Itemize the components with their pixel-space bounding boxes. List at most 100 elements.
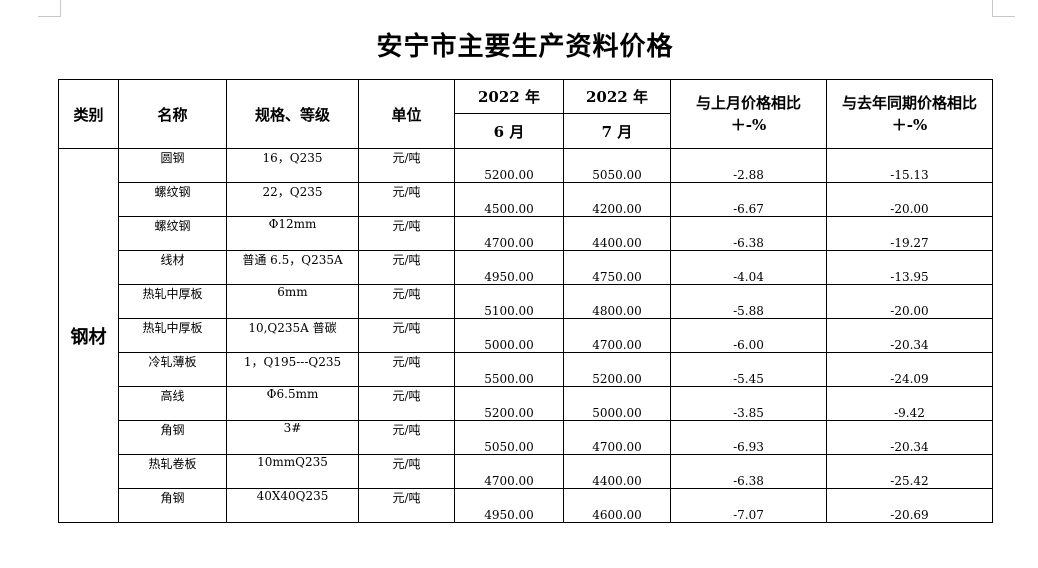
unit-cell: 元/吨: [358, 284, 455, 319]
price-table: 类别 名称 规格、等级 单位 2022 年 2022 年 与上月价格相比 ＋-%…: [58, 79, 993, 523]
table-row: 高线 Φ6.5mm 元/吨 5200.00 5000.00 -3.85 -9.42: [59, 386, 993, 421]
year-on-year-cell: -19.27: [826, 216, 993, 251]
product-name-cell: 冷轧薄板: [118, 352, 227, 387]
table-row: 角钢 3# 元/吨 5050.00 4700.00 -6.93 -20.34: [59, 420, 993, 455]
july-price-cell: 4700.00: [563, 318, 671, 353]
spec-cell: 1，Q195---Q235: [226, 352, 359, 387]
spec-cell: 普通 6.5，Q235A: [226, 250, 359, 285]
unit-cell: 元/吨: [358, 454, 455, 489]
unit-cell: 元/吨: [358, 216, 455, 251]
july-price-cell: 5200.00: [563, 352, 671, 387]
header-month-on-month: 与上月价格相比 ＋-%: [670, 79, 827, 149]
june-price-cell: 4950.00: [454, 250, 564, 285]
unit-cell: 元/吨: [358, 352, 455, 387]
header-yoy-line1: 与去年同期价格相比: [841, 94, 977, 112]
july-price-cell: 4600.00: [563, 488, 671, 523]
month-on-month-cell: -6.67: [670, 182, 827, 217]
product-name-cell: 线材: [118, 250, 227, 285]
page-corner-mark-right: [992, 0, 1015, 17]
unit-cell: 元/吨: [358, 488, 455, 523]
year-on-year-cell: -20.69: [826, 488, 993, 523]
year-on-year-cell: -20.00: [826, 182, 993, 217]
year-on-year-cell: -25.42: [826, 454, 993, 489]
product-name-cell: 热轧中厚板: [118, 318, 227, 353]
product-name-cell: 螺纹钢: [118, 182, 227, 217]
product-name-cell: 热轧中厚板: [118, 284, 227, 319]
header-month-july: 7 月: [563, 113, 671, 149]
june-price-cell: 5000.00: [454, 318, 564, 353]
table-row: 线材 普通 6.5，Q235A 元/吨 4950.00 4750.00 -4.04 -13.…: [59, 250, 993, 285]
header-yoy-line2: ＋-%: [891, 116, 928, 134]
month-on-month-cell: -7.07: [670, 488, 827, 523]
spec-cell: 10mmQ235: [226, 454, 359, 489]
spec-cell: 6mm: [226, 284, 359, 319]
month-on-month-cell: -6.38: [670, 216, 827, 251]
june-price-cell: 5200.00: [454, 148, 564, 183]
month-on-month-cell: -5.88: [670, 284, 827, 319]
product-name-cell: 螺纹钢: [118, 216, 227, 251]
spec-cell: 10,Q235A 普碳: [226, 318, 359, 353]
july-price-cell: 4800.00: [563, 284, 671, 319]
july-price-cell: 4200.00: [563, 182, 671, 217]
june-price-cell: 4950.00: [454, 488, 564, 523]
july-price-cell: 4400.00: [563, 454, 671, 489]
header-unit: 单位: [358, 79, 455, 149]
page-corner-mark-left: [38, 0, 61, 17]
unit-cell: 元/吨: [358, 386, 455, 421]
year-on-year-cell: -20.34: [826, 318, 993, 353]
unit-cell: 元/吨: [358, 318, 455, 353]
july-price-cell: 5000.00: [563, 386, 671, 421]
july-price-cell: 5050.00: [563, 148, 671, 183]
year-on-year-cell: -24.09: [826, 352, 993, 387]
spec-cell: 40X40Q235: [226, 488, 359, 523]
table-row: 螺纹钢 Φ12mm 元/吨 4700.00 4400.00 -6.38 -19.27: [59, 216, 993, 251]
header-mom-line1: 与上月价格相比: [695, 94, 801, 112]
year-on-year-cell: -20.00: [826, 284, 993, 319]
unit-cell: 元/吨: [358, 250, 455, 285]
month-on-month-cell: -6.93: [670, 420, 827, 455]
table-row: 螺纹钢 22，Q235 元/吨 4500.00 4200.00 -6.67 -20.00: [59, 182, 993, 217]
month-on-month-cell: -3.85: [670, 386, 827, 421]
category-cell: 钢材: [58, 148, 119, 523]
unit-cell: 元/吨: [358, 420, 455, 455]
june-price-cell: 5100.00: [454, 284, 564, 319]
product-name-cell: 热轧卷板: [118, 454, 227, 489]
table-row: 钢材 圆钢 16，Q235 元/吨 5200.00 5050.00 -2.88 -15.13: [58, 148, 993, 523]
document-title: 安宁市主要生产资料价格: [376, 32, 674, 62]
june-price-cell: 5200.00: [454, 386, 564, 421]
month-on-month-cell: -6.00: [670, 318, 827, 353]
product-name-cell: 高线: [118, 386, 227, 421]
july-price-cell: 4750.00: [563, 250, 671, 285]
spec-cell: Φ6.5mm: [226, 386, 359, 421]
spec-cell: 16，Q235: [226, 148, 359, 183]
june-price-cell: 5050.00: [454, 420, 564, 455]
june-price-cell: 4700.00: [454, 216, 564, 251]
header-month-june: 6 月: [454, 113, 564, 149]
spec-cell: 22，Q235: [226, 182, 359, 217]
year-on-year-cell: -13.95: [826, 250, 993, 285]
june-price-cell: 4500.00: [454, 182, 564, 217]
spec-cell: Φ12mm: [226, 216, 359, 251]
table-row: 角钢 40X40Q235 元/吨 4950.00 4600.00 -7.07 -20.69: [59, 488, 993, 523]
product-name-cell: 角钢: [118, 420, 227, 455]
table-row: 热轧中厚板 10,Q235A 普碳 元/吨 5000.00 4700.00 -6.00 -2…: [59, 318, 993, 353]
header-year-july: 2022 年: [563, 79, 671, 114]
header-year-on-year: 与去年同期价格相比 ＋-%: [826, 79, 993, 149]
unit-cell: 元/吨: [358, 182, 455, 217]
spec-cell: 3#: [226, 420, 359, 455]
header-year-june: 2022 年: [454, 79, 564, 114]
july-price-cell: 4700.00: [563, 420, 671, 455]
july-price-cell: 4400.00: [563, 216, 671, 251]
year-on-year-cell: -9.42: [826, 386, 993, 421]
month-on-month-cell: -5.45: [670, 352, 827, 387]
table-row: 热轧卷板 10mmQ235 元/吨 4700.00 4400.00 -6.38 -25.42: [59, 454, 993, 489]
table-row: 热轧中厚板 6mm 元/吨 5100.00 4800.00 -5.88 -20.00: [59, 284, 993, 319]
header-spec: 规格、等级: [226, 79, 359, 149]
product-name-cell: 圆钢: [118, 148, 227, 183]
june-price-cell: 5500.00: [454, 352, 564, 387]
june-price-cell: 4700.00: [454, 454, 564, 489]
product-name-cell: 角钢: [118, 488, 227, 523]
month-on-month-cell: -6.38: [670, 454, 827, 489]
header-mom-line2: ＋-%: [730, 116, 767, 134]
header-category: 类别: [58, 79, 119, 149]
